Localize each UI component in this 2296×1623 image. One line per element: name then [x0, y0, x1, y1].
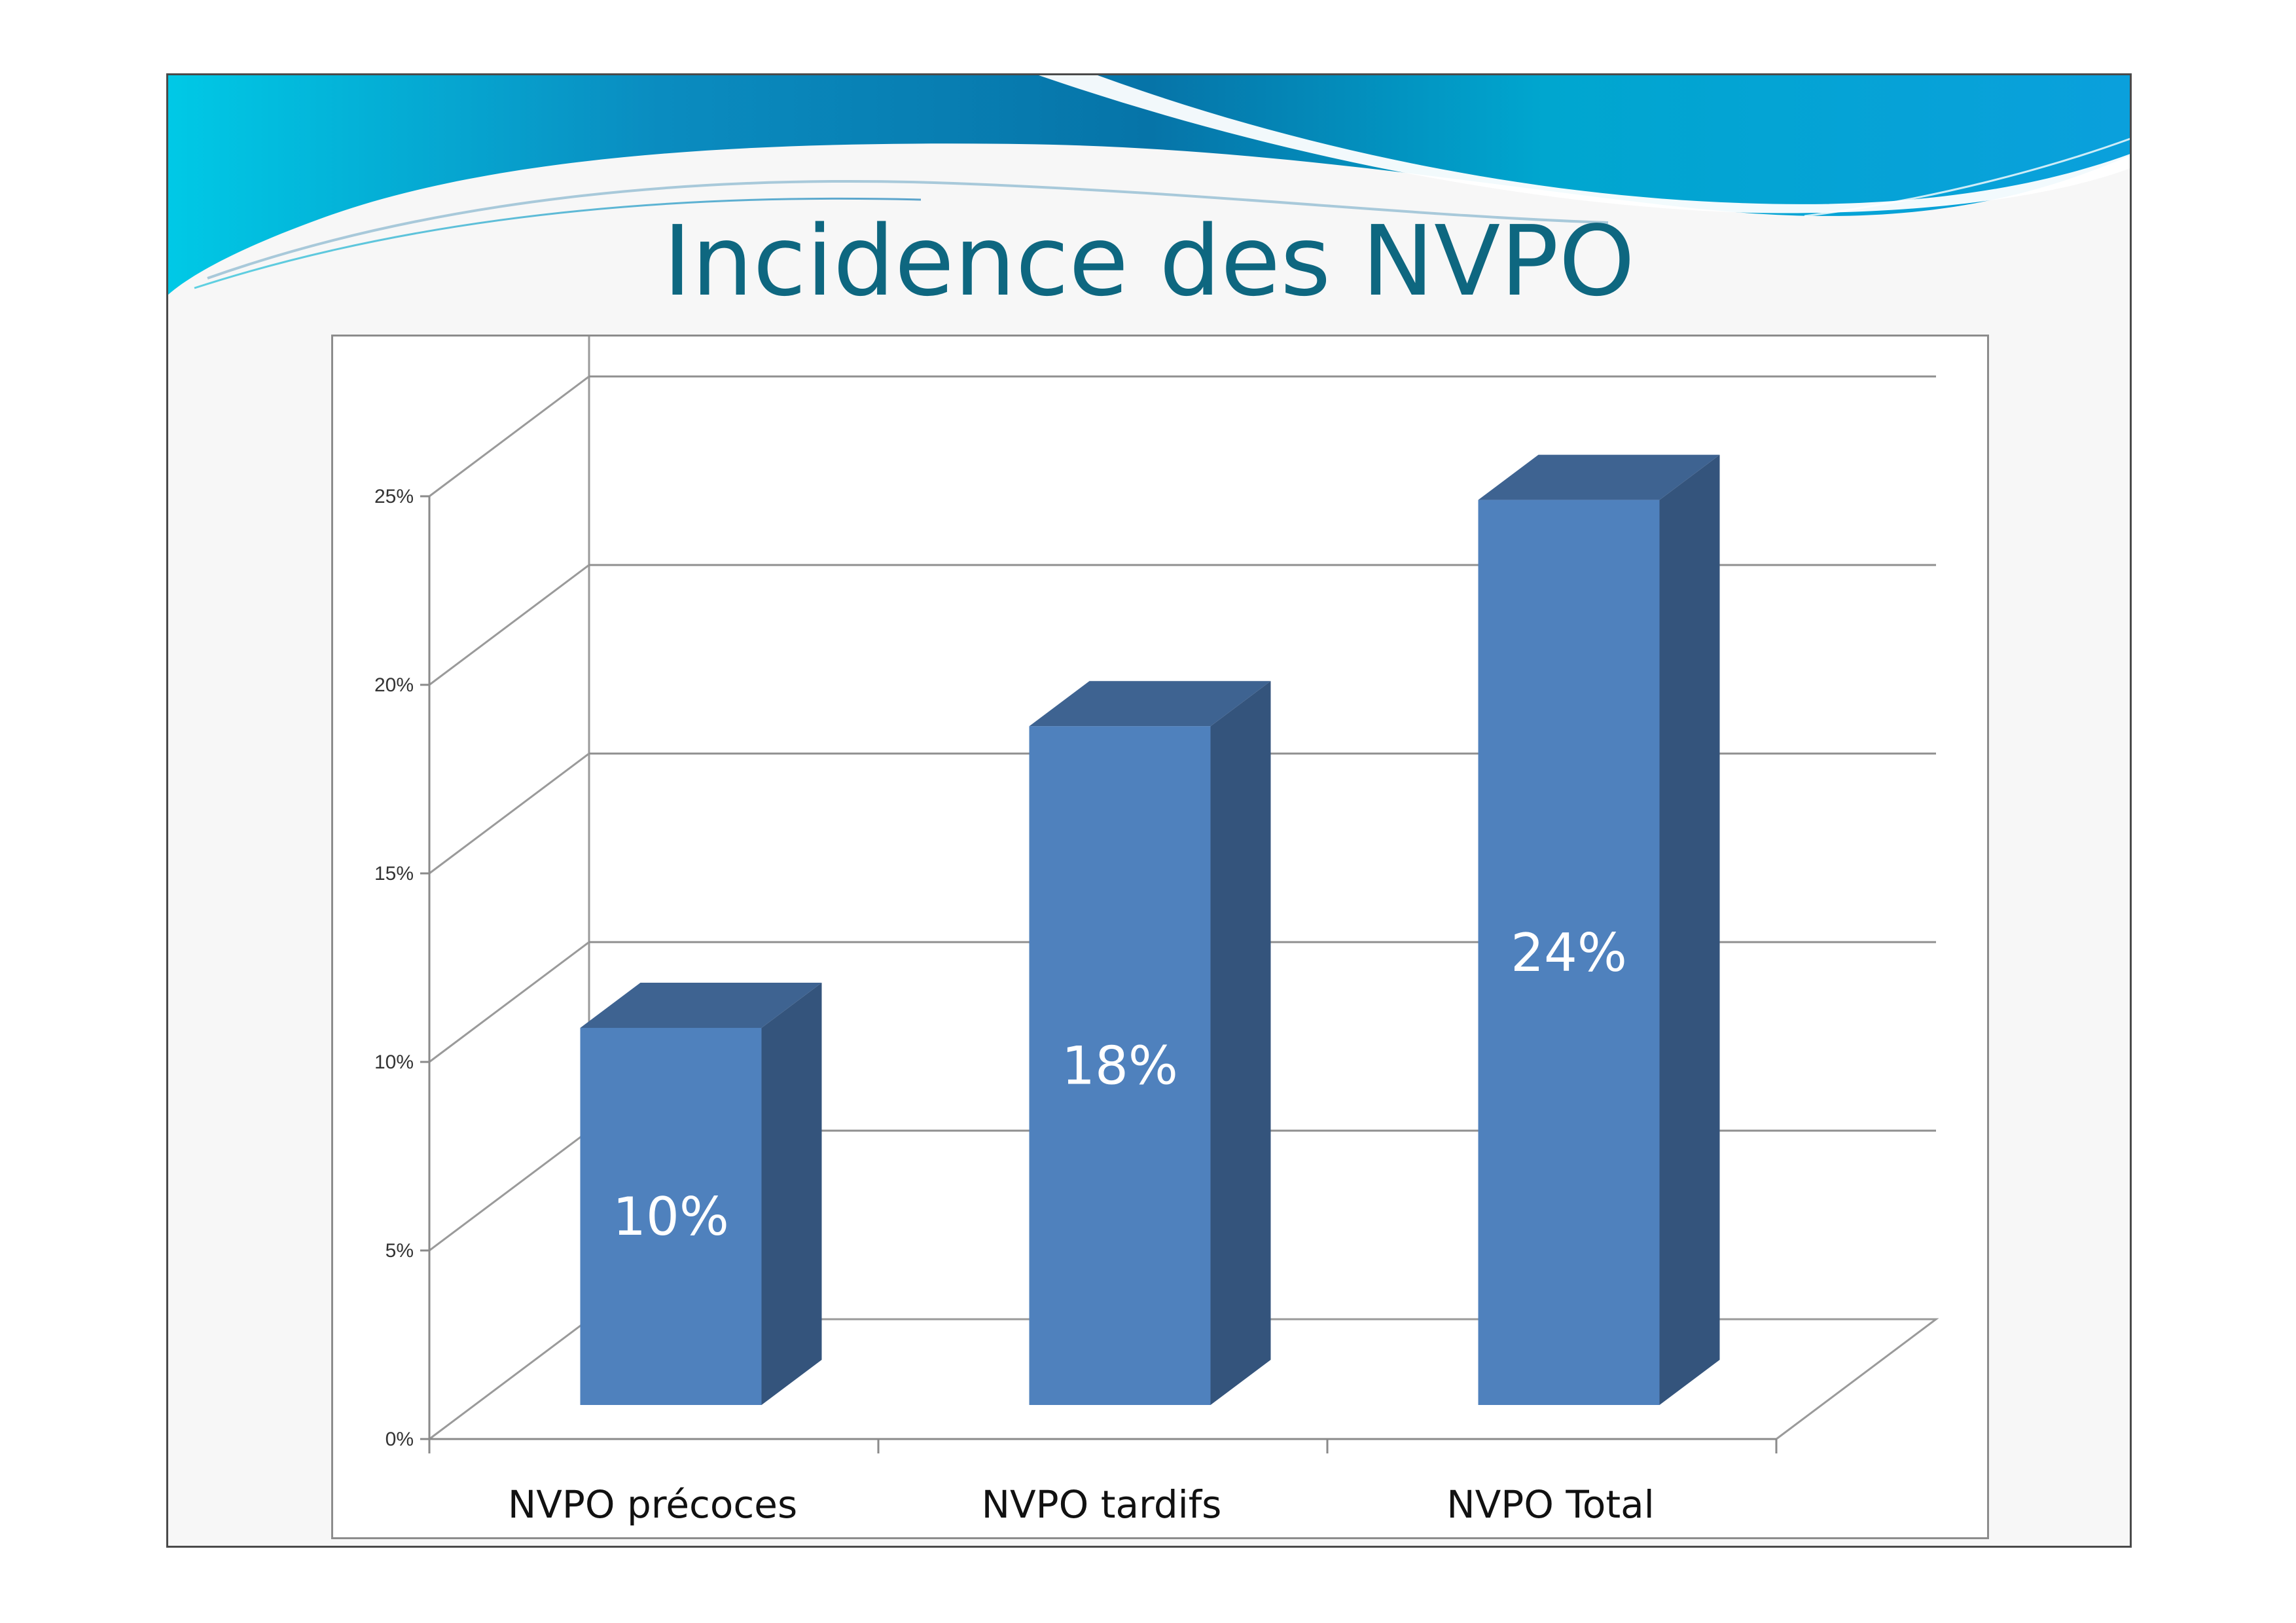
- side-gridline: [429, 752, 590, 875]
- category-label: NVPO tardifs: [982, 1482, 1222, 1527]
- side-gridline: [429, 941, 590, 1063]
- y-tick-label: 10%: [374, 1051, 414, 1073]
- chart-frame: 0% 5% 10% 15% 20% 25% 10% NVPO précoces 18% NVPO …: [331, 335, 1989, 1539]
- category-label: NVPO Total: [1446, 1482, 1655, 1527]
- bar: [580, 983, 822, 1405]
- bar-top: [580, 983, 822, 1028]
- value-axis: [420, 495, 1778, 1453]
- y-tick-label: 20%: [374, 674, 414, 696]
- data-label: 10%: [613, 1186, 729, 1247]
- bar-chart: 0% 5% 10% 15% 20% 25% 10% NVPO précoces 18% NVPO …: [374, 337, 1939, 1527]
- labels: 0% 5% 10% 15% 20% 25% 10% NVPO précoces 18% NVPO …: [374, 486, 1655, 1527]
- category-label: NVPO précoces: [508, 1482, 797, 1527]
- bar-side: [761, 983, 822, 1405]
- bar-front: [1029, 726, 1211, 1405]
- side-gridline: [429, 564, 590, 686]
- bar: [1029, 681, 1271, 1405]
- data-label: 24%: [1511, 922, 1627, 983]
- bar-top: [1029, 681, 1271, 727]
- y-tick-label: 25%: [374, 486, 414, 507]
- bar: [1478, 454, 1720, 1405]
- slide: Incidence des NVPO 0% 5% 10% 15% 20% 25% 10% NV…: [166, 73, 2132, 1548]
- side-gridline: [429, 375, 590, 498]
- y-tick-label: 15%: [374, 863, 414, 884]
- bar-front: [580, 1028, 762, 1405]
- bar-side: [1210, 681, 1271, 1405]
- bar-top: [1478, 454, 1720, 500]
- y-tick-label: 0%: [386, 1429, 414, 1450]
- y-tick-label: 5%: [386, 1240, 414, 1262]
- slide-title: Incidence des NVPO: [662, 205, 1636, 318]
- side-gridline: [429, 1318, 590, 1440]
- data-label: 18%: [1062, 1036, 1178, 1097]
- bar-side: [1659, 454, 1720, 1405]
- header-wave-decoration: [168, 75, 2130, 295]
- bars: [580, 454, 1720, 1405]
- side-gridline: [429, 1129, 590, 1252]
- bar-front: [1478, 500, 1660, 1405]
